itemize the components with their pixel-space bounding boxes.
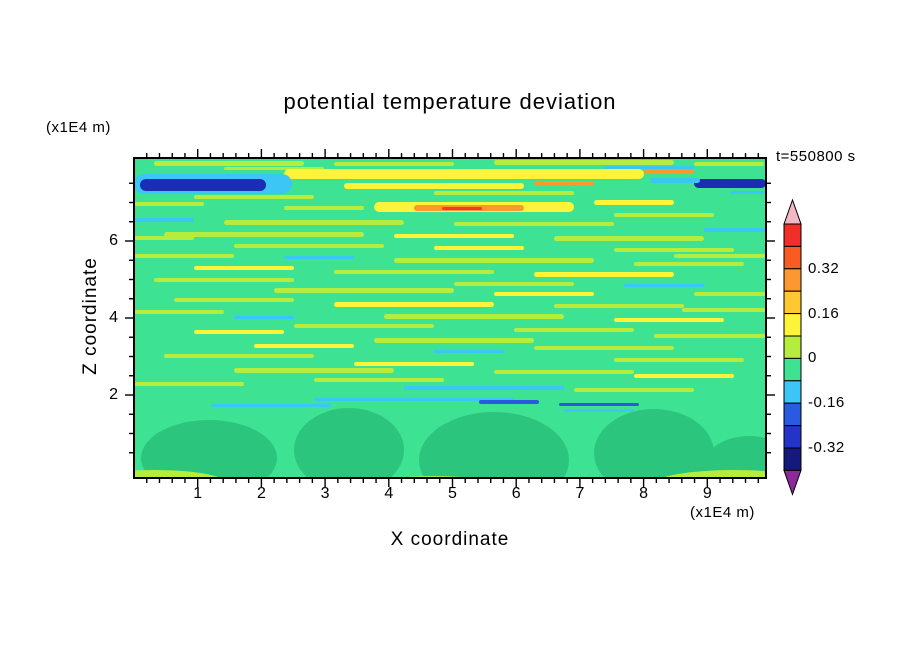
colorbar-segment bbox=[783, 245, 802, 270]
colorbar-segment bbox=[783, 380, 802, 404]
z-tick-label: 4 bbox=[109, 309, 118, 326]
colorbar-segment bbox=[783, 313, 802, 337]
colorbar-segment bbox=[783, 357, 802, 382]
colorbar-segment bbox=[783, 402, 802, 427]
contour-plot bbox=[125, 149, 775, 487]
colorbar bbox=[783, 198, 802, 496]
colorbar-segment bbox=[783, 223, 802, 247]
x-tick-label: 3 bbox=[320, 485, 330, 502]
z-tick-label: 6 bbox=[109, 232, 118, 249]
x-tick-label: 4 bbox=[384, 485, 394, 502]
colorbar-segment bbox=[783, 290, 802, 315]
x-tick-label: 9 bbox=[702, 485, 712, 502]
colorbar-label: 0.32 bbox=[808, 259, 840, 277]
x-tick-label: 2 bbox=[256, 485, 266, 502]
colorbar-segment bbox=[783, 447, 802, 471]
z-axis-unit-label: (x1E4 m) bbox=[46, 119, 111, 136]
x-tick-label: 6 bbox=[511, 485, 521, 502]
plot-frame bbox=[133, 157, 767, 479]
x-tick-label: 5 bbox=[448, 485, 457, 502]
x-axis-unit-label: (x1E4 m) bbox=[690, 504, 755, 521]
colorbar-label: 0.16 bbox=[808, 304, 840, 322]
colorbar-segment bbox=[783, 268, 802, 292]
colorbar-label: -0.32 bbox=[808, 439, 845, 456]
x-axis-title: X coordinate bbox=[390, 529, 510, 550]
colorbar-arrow-bottom bbox=[783, 469, 802, 496]
x-tick-label: 1 bbox=[193, 485, 203, 502]
contour-field bbox=[134, 158, 766, 478]
colorbar-arrow-top bbox=[783, 198, 802, 225]
x-tick-label: 7 bbox=[575, 485, 585, 502]
z-tick-label: 2 bbox=[109, 386, 118, 403]
timestamp-label: t=550800 s bbox=[776, 148, 856, 165]
colorbar-label: 0 bbox=[808, 349, 817, 367]
colorbar-segment bbox=[783, 425, 802, 449]
colorbar-segment bbox=[783, 335, 802, 359]
plot-title: potential temperature deviation bbox=[283, 89, 617, 114]
colorbar-label: -0.16 bbox=[808, 394, 845, 412]
x-tick-label: 8 bbox=[639, 485, 649, 502]
